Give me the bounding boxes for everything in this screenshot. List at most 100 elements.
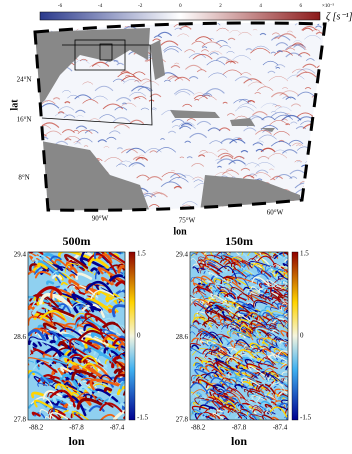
eddy [73, 140, 81, 144]
filament [259, 309, 272, 315]
filament [269, 383, 288, 396]
filament [250, 335, 259, 339]
eddy [177, 33, 190, 37]
eddy [201, 49, 209, 52]
eddy [323, 156, 325, 160]
eddy [160, 181, 181, 188]
filament [239, 325, 253, 332]
eddy [178, 121, 195, 126]
eddy [273, 149, 288, 154]
filament [64, 263, 93, 274]
filament [97, 266, 125, 284]
eddy [49, 23, 62, 26]
filament [97, 253, 113, 264]
filament [81, 303, 105, 319]
filament [31, 411, 41, 417]
filament [122, 353, 125, 358]
filament [219, 258, 226, 262]
filament [119, 380, 125, 390]
eddy [170, 173, 187, 178]
filament [39, 310, 67, 322]
filament [232, 278, 239, 284]
filament [249, 342, 264, 349]
eddy [58, 106, 75, 111]
filament [236, 296, 247, 301]
filament [42, 330, 61, 341]
filament [31, 391, 45, 399]
filament [109, 318, 118, 324]
lon-tick-label: 90°W [92, 215, 109, 223]
eddy [201, 41, 222, 48]
eddy [115, 163, 127, 167]
filament [205, 364, 226, 377]
filament [229, 330, 247, 338]
filament [271, 296, 280, 301]
filament [282, 263, 288, 267]
filament [273, 252, 288, 260]
eddy [161, 172, 181, 178]
filament [244, 358, 263, 366]
eddy [256, 86, 274, 91]
filament [212, 290, 230, 302]
filament [198, 336, 218, 344]
filament [215, 406, 236, 414]
filament [68, 406, 83, 414]
filament [270, 307, 279, 311]
eddy [149, 204, 160, 208]
eddy [192, 176, 204, 180]
eddy [109, 130, 121, 134]
eddy [287, 74, 305, 80]
filament [279, 406, 288, 411]
filament [88, 405, 105, 412]
eddy [62, 90, 71, 93]
filament [28, 329, 47, 343]
filament [122, 269, 125, 277]
eddy [218, 127, 231, 132]
filament [277, 376, 287, 382]
filament [270, 391, 278, 396]
eddy [206, 60, 226, 66]
panel-frame [27, 251, 126, 421]
filament [264, 373, 278, 382]
filament [28, 340, 38, 348]
filament [236, 252, 249, 262]
filament [83, 293, 99, 300]
filament [241, 263, 262, 273]
eddy [205, 88, 225, 94]
eddy [250, 172, 272, 178]
filament [264, 265, 284, 272]
eddy [133, 96, 141, 100]
panel-colorbar [291, 251, 299, 421]
eddy [225, 59, 233, 62]
filament [247, 252, 265, 264]
eddy [234, 76, 253, 82]
eddy [45, 130, 62, 136]
filament [284, 415, 288, 419]
filament [220, 325, 240, 333]
filament [240, 263, 250, 268]
filament [220, 389, 231, 395]
filament [196, 392, 203, 396]
filament [235, 339, 250, 348]
eddy [179, 25, 192, 30]
filament [77, 265, 84, 269]
eddy [313, 180, 325, 186]
filament [262, 312, 274, 320]
filament [226, 400, 237, 408]
eddy [244, 162, 260, 167]
eddy [157, 31, 173, 37]
filament [191, 344, 200, 350]
eddy [274, 106, 292, 112]
eddy [194, 98, 200, 101]
eddy [121, 75, 142, 82]
filament [240, 369, 258, 377]
eddy [198, 154, 206, 157]
eddy [193, 92, 206, 96]
eddy [285, 123, 291, 126]
filament [82, 347, 92, 353]
filament [278, 275, 288, 281]
filament [196, 411, 217, 420]
eddy [290, 121, 298, 124]
filament [58, 355, 72, 361]
